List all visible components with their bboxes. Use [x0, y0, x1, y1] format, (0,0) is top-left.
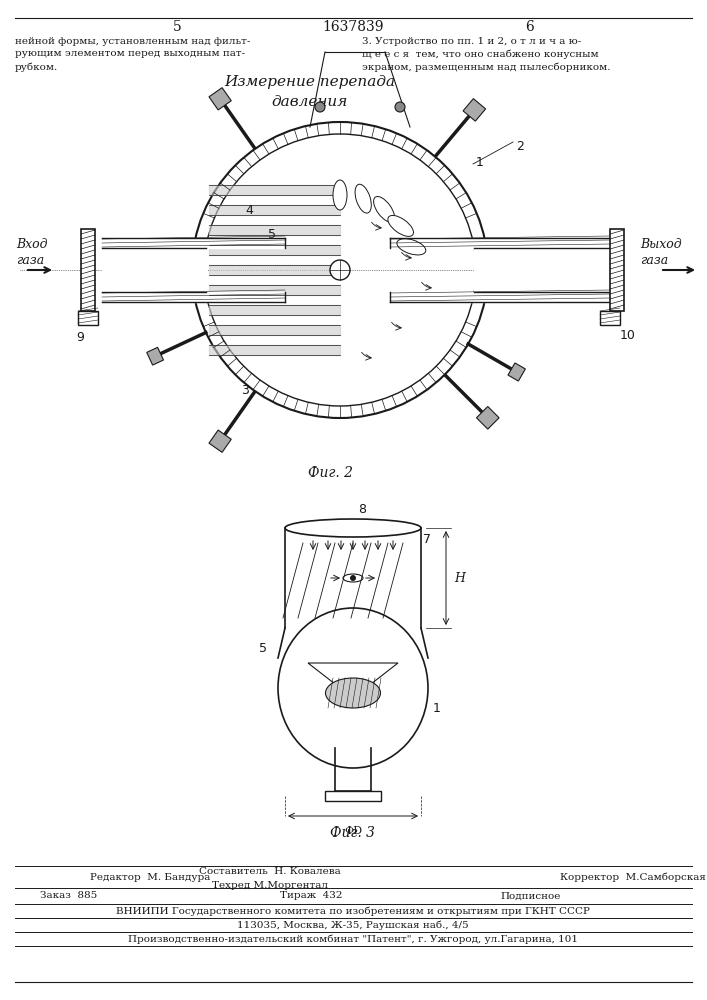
Text: 7: 7 — [423, 533, 431, 546]
Text: 10: 10 — [620, 329, 636, 342]
Ellipse shape — [333, 180, 347, 210]
Bar — [78, 311, 98, 325]
Ellipse shape — [397, 239, 426, 255]
Ellipse shape — [373, 197, 395, 222]
Text: 1: 1 — [476, 155, 484, 168]
Text: 1: 1 — [433, 702, 441, 714]
Bar — [325, 791, 381, 801]
Polygon shape — [147, 347, 163, 365]
Text: 4: 4 — [245, 204, 253, 217]
Bar — [610, 229, 624, 311]
Ellipse shape — [325, 678, 380, 708]
Bar — [600, 311, 620, 325]
Text: Подписное: Подписное — [500, 892, 561, 900]
Polygon shape — [308, 663, 398, 698]
Circle shape — [395, 102, 405, 112]
Text: 5: 5 — [173, 20, 182, 34]
Text: 6: 6 — [525, 20, 534, 34]
Text: нейной формы, установленным над фильт-
рующим элементом перед выходным пат-
рубк: нейной формы, установленным над фильт- р… — [15, 37, 250, 72]
Text: Корректор  М.Самборская: Корректор М.Самборская — [560, 872, 706, 882]
Ellipse shape — [278, 608, 428, 768]
Circle shape — [315, 102, 325, 112]
Text: H: H — [454, 572, 465, 584]
Text: Выход
газа: Выход газа — [640, 237, 682, 266]
Ellipse shape — [355, 184, 371, 213]
Polygon shape — [209, 430, 231, 452]
Text: ФD: ФD — [344, 826, 362, 836]
Circle shape — [330, 260, 350, 280]
Text: 113035, Москва, Ж-35, Раушская наб., 4/5: 113035, Москва, Ж-35, Раушская наб., 4/5 — [237, 920, 469, 930]
Text: Фиг. 2: Фиг. 2 — [308, 466, 353, 480]
Text: 9: 9 — [76, 331, 84, 344]
Text: Измерение перепада
давления: Измерение перепада давления — [224, 75, 395, 108]
Text: 3: 3 — [241, 383, 249, 396]
Ellipse shape — [388, 215, 414, 236]
Text: 5: 5 — [268, 229, 276, 241]
Polygon shape — [477, 406, 499, 429]
Text: 1637839: 1637839 — [322, 20, 384, 34]
Polygon shape — [209, 88, 231, 110]
Text: ВНИИПИ Государственного комитета по изобретениям и открытиям при ГКНТ СССР: ВНИИПИ Государственного комитета по изоб… — [116, 906, 590, 916]
Text: Производственно-издательский комбинат "Патент", г. Ужгород, ул.Гагарина, 101: Производственно-издательский комбинат "П… — [128, 934, 578, 944]
Text: 5: 5 — [259, 642, 267, 654]
Text: Техред М.Моргентал: Техред М.Моргентал — [212, 880, 328, 890]
Text: 3. Устройство по пп. 1 и 2, о т л и ч а ю-
щ е е с я  тем, что оно снабжено кону: 3. Устройство по пп. 1 и 2, о т л и ч а … — [362, 37, 611, 73]
Bar — [81, 229, 95, 311]
Text: Вход
газа: Вход газа — [16, 237, 47, 266]
Text: Фиг. 3: Фиг. 3 — [330, 826, 375, 840]
Ellipse shape — [285, 519, 421, 537]
Text: 2: 2 — [516, 140, 524, 153]
Circle shape — [350, 575, 356, 581]
Text: Составитель  Н. Ковалева: Составитель Н. Ковалева — [199, 867, 341, 876]
Text: Заказ  885: Заказ 885 — [40, 892, 98, 900]
Text: 8: 8 — [358, 503, 366, 516]
Text: Редактор  М. Бандура: Редактор М. Бандура — [90, 872, 211, 882]
Polygon shape — [463, 99, 486, 121]
Text: Тираж  432: Тираж 432 — [280, 892, 342, 900]
Polygon shape — [508, 363, 525, 381]
